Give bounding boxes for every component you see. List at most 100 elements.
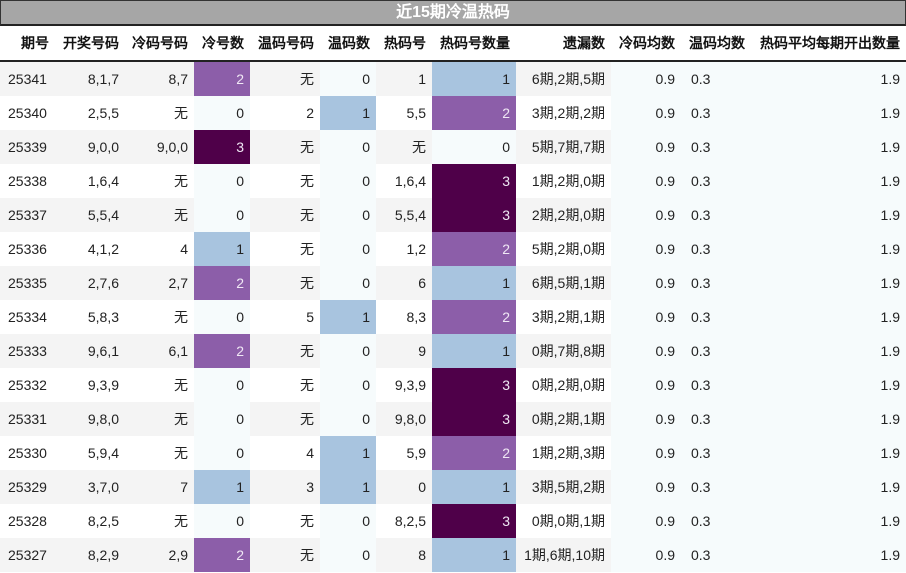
header-warm-numbers[interactable]: 温码号码 bbox=[250, 26, 320, 62]
table-row[interactable]: 25340 2,5,5 无 0 2 1 5,5 2 3期,2期,2期 0.9 0.3 1.9 bbox=[0, 96, 906, 130]
hot-count-cell: 1 bbox=[432, 266, 516, 300]
hot-numbers-cell: 1,2 bbox=[376, 232, 432, 266]
table-row[interactable]: 25337 5,5,4 无 0 无 0 5,5,4 3 2期,2期,0期 0.9 0.3 1.9 bbox=[0, 198, 906, 232]
draw-numbers-cell: 3,7,0 bbox=[55, 470, 125, 504]
issue-cell: 25328 bbox=[0, 504, 55, 538]
header-cold-numbers[interactable]: 冷码号码 bbox=[125, 26, 194, 62]
draw-numbers-cell: 9,0,0 bbox=[55, 130, 125, 164]
warm-avg-cell: 0.3 bbox=[681, 96, 751, 130]
hot-numbers-cell: 8,2,5 bbox=[376, 504, 432, 538]
hot-numbers-cell: 1 bbox=[376, 61, 432, 96]
hot-count-cell: 1 bbox=[432, 334, 516, 368]
cold-count-cell: 0 bbox=[194, 368, 250, 402]
miss-count-cell: 3期,2期,2期 bbox=[516, 96, 611, 130]
header-cold-count[interactable]: 冷号数 bbox=[194, 26, 250, 62]
warm-count-cell: 0 bbox=[320, 232, 376, 266]
header-cold-avg[interactable]: 冷码均数 bbox=[611, 26, 681, 62]
header-hot-avg[interactable]: 热码平均每期开出数量 bbox=[751, 26, 906, 62]
table-row[interactable]: 25327 8,2,9 2,9 2 无 0 8 1 1期,6期,10期 0.9 0.3 1.9 bbox=[0, 538, 906, 572]
miss-count-cell: 5期,2期,0期 bbox=[516, 232, 611, 266]
hot-avg-cell: 1.9 bbox=[751, 436, 906, 470]
issue-cell: 25339 bbox=[0, 130, 55, 164]
issue-cell: 25338 bbox=[0, 164, 55, 198]
hot-count-cell: 3 bbox=[432, 504, 516, 538]
warm-avg-cell: 0.3 bbox=[681, 402, 751, 436]
cold-avg-cell: 0.9 bbox=[611, 96, 681, 130]
warm-numbers-cell: 5 bbox=[250, 300, 320, 334]
miss-count-cell: 5期,7期,7期 bbox=[516, 130, 611, 164]
warm-count-cell: 0 bbox=[320, 130, 376, 164]
cold-count-cell: 0 bbox=[194, 504, 250, 538]
miss-count-cell: 6期,5期,1期 bbox=[516, 266, 611, 300]
cold-count-cell: 2 bbox=[194, 334, 250, 368]
cold-warm-hot-table: 期号 开奖号码 冷码号码 冷号数 温码号码 温码数 热码号 热码号数量 遗漏数 … bbox=[0, 26, 906, 572]
cold-numbers-cell: 无 bbox=[125, 368, 194, 402]
draw-numbers-cell: 8,2,9 bbox=[55, 538, 125, 572]
cold-numbers-cell: 无 bbox=[125, 402, 194, 436]
header-warm-count[interactable]: 温码数 bbox=[320, 26, 376, 62]
table-row[interactable]: 25335 2,7,6 2,7 2 无 0 6 1 6期,5期,1期 0.9 0.3 1.9 bbox=[0, 266, 906, 300]
header-draw-numbers[interactable]: 开奖号码 bbox=[55, 26, 125, 62]
hot-count-cell: 2 bbox=[432, 96, 516, 130]
table-row[interactable]: 25338 1,6,4 无 0 无 0 1,6,4 3 1期,2期,0期 0.9 0.3 1.9 bbox=[0, 164, 906, 198]
warm-numbers-cell: 无 bbox=[250, 198, 320, 232]
warm-numbers-cell: 无 bbox=[250, 538, 320, 572]
hot-avg-cell: 1.9 bbox=[751, 232, 906, 266]
draw-numbers-cell: 9,3,9 bbox=[55, 368, 125, 402]
table-row[interactable]: 25330 5,9,4 无 0 4 1 5,9 2 1期,2期,3期 0.9 0.3 1.9 bbox=[0, 436, 906, 470]
header-issue[interactable]: 期号 bbox=[0, 26, 55, 62]
table-body: 25341 8,1,7 8,7 2 无 0 1 1 6期,2期,5期 0.9 0.3 1.9 25340… bbox=[0, 61, 906, 572]
cold-numbers-cell: 8,7 bbox=[125, 61, 194, 96]
warm-numbers-cell: 无 bbox=[250, 402, 320, 436]
warm-avg-cell: 0.3 bbox=[681, 504, 751, 538]
cold-count-cell: 2 bbox=[194, 61, 250, 96]
warm-avg-cell: 0.3 bbox=[681, 198, 751, 232]
table-row[interactable]: 25336 4,1,2 4 1 无 0 1,2 2 5期,2期,0期 0.9 0.3 1.9 bbox=[0, 232, 906, 266]
hot-avg-cell: 1.9 bbox=[751, 538, 906, 572]
hot-count-cell: 2 bbox=[432, 232, 516, 266]
cold-avg-cell: 0.9 bbox=[611, 334, 681, 368]
table-row[interactable]: 25341 8,1,7 8,7 2 无 0 1 1 6期,2期,5期 0.9 0.3 1.9 bbox=[0, 61, 906, 96]
cold-count-cell: 0 bbox=[194, 96, 250, 130]
issue-cell: 25341 bbox=[0, 61, 55, 96]
hot-count-cell: 0 bbox=[432, 130, 516, 164]
cold-count-cell: 0 bbox=[194, 436, 250, 470]
header-hot-numbers[interactable]: 热码号 bbox=[376, 26, 432, 62]
warm-numbers-cell: 无 bbox=[250, 130, 320, 164]
header-miss-count[interactable]: 遗漏数 bbox=[516, 26, 611, 62]
cold-numbers-cell: 无 bbox=[125, 96, 194, 130]
cold-count-cell: 1 bbox=[194, 470, 250, 504]
table-row[interactable]: 25333 9,6,1 6,1 2 无 0 9 1 0期,7期,8期 0.9 0.3 1.9 bbox=[0, 334, 906, 368]
table-row[interactable]: 25329 3,7,0 7 1 3 1 0 1 3期,5期,2期 0.9 0.3 1.9 bbox=[0, 470, 906, 504]
warm-count-cell: 0 bbox=[320, 198, 376, 232]
miss-count-cell: 3期,5期,2期 bbox=[516, 470, 611, 504]
warm-count-cell: 0 bbox=[320, 368, 376, 402]
draw-numbers-cell: 8,2,5 bbox=[55, 504, 125, 538]
warm-count-cell: 0 bbox=[320, 504, 376, 538]
warm-numbers-cell: 无 bbox=[250, 61, 320, 96]
cold-avg-cell: 0.9 bbox=[611, 402, 681, 436]
hot-count-cell: 1 bbox=[432, 470, 516, 504]
hot-numbers-cell: 9,8,0 bbox=[376, 402, 432, 436]
issue-cell: 25336 bbox=[0, 232, 55, 266]
warm-avg-cell: 0.3 bbox=[681, 470, 751, 504]
table-row[interactable]: 25331 9,8,0 无 0 无 0 9,8,0 3 0期,2期,1期 0.9 0.3 1.9 bbox=[0, 402, 906, 436]
hot-avg-cell: 1.9 bbox=[751, 368, 906, 402]
cold-count-cell: 1 bbox=[194, 232, 250, 266]
cold-count-cell: 0 bbox=[194, 300, 250, 334]
table-row[interactable]: 25334 5,8,3 无 0 5 1 8,3 2 3期,2期,1期 0.9 0.3 1.9 bbox=[0, 300, 906, 334]
table-row[interactable]: 25328 8,2,5 无 0 无 0 8,2,5 3 0期,0期,1期 0.9 0.3 1.9 bbox=[0, 504, 906, 538]
table-row[interactable]: 25339 9,0,0 9,0,0 3 无 0 无 0 5期,7期,7期 0.9 0.3 1.9 bbox=[0, 130, 906, 164]
warm-count-cell: 0 bbox=[320, 334, 376, 368]
cold-avg-cell: 0.9 bbox=[611, 198, 681, 232]
warm-count-cell: 0 bbox=[320, 538, 376, 572]
header-hot-count[interactable]: 热码号数量 bbox=[432, 26, 516, 62]
header-warm-avg[interactable]: 温码均数 bbox=[681, 26, 751, 62]
draw-numbers-cell: 2,5,5 bbox=[55, 96, 125, 130]
hot-avg-cell: 1.9 bbox=[751, 61, 906, 96]
miss-count-cell: 1期,6期,10期 bbox=[516, 538, 611, 572]
draw-numbers-cell: 5,9,4 bbox=[55, 436, 125, 470]
table-row[interactable]: 25332 9,3,9 无 0 无 0 9,3,9 3 0期,2期,0期 0.9 0.3 1.9 bbox=[0, 368, 906, 402]
hot-numbers-cell: 5,5 bbox=[376, 96, 432, 130]
